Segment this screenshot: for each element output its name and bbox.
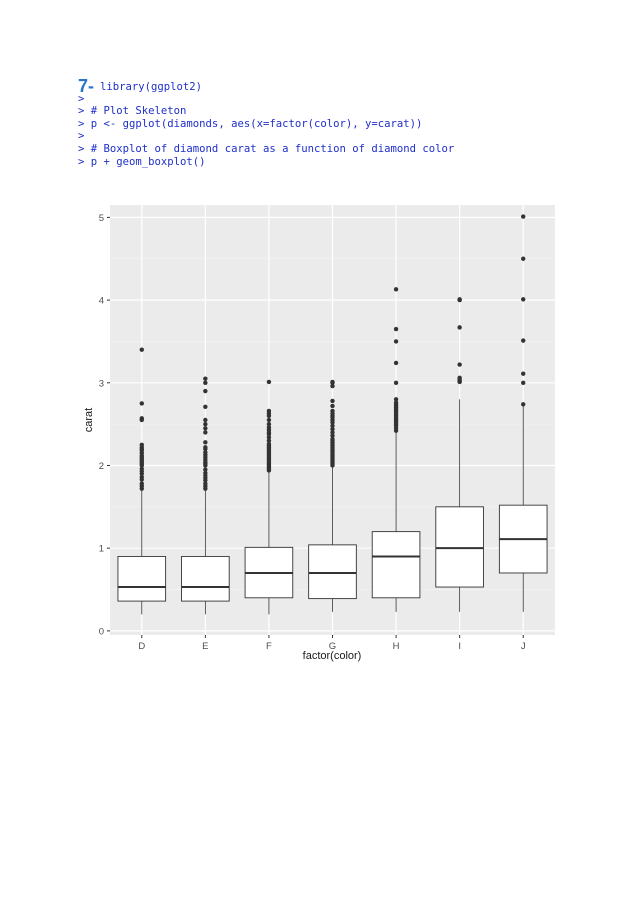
outlier-point (521, 402, 526, 407)
outlier-point (203, 467, 208, 472)
box-I (435, 506, 484, 588)
code-line-4: > p <- ggplot(diamonds, aes(x=factor(col… (78, 117, 423, 130)
outlier-point (330, 433, 335, 438)
outlier-point (139, 466, 144, 471)
outlier-point (203, 421, 208, 427)
box-G (308, 544, 357, 600)
outlier-point (393, 360, 399, 366)
outlier-point (330, 430, 335, 435)
outlier-point (203, 440, 208, 445)
outlier-point (203, 445, 208, 450)
boxes-layer (117, 214, 548, 615)
outlier-point (521, 214, 526, 219)
code-line-3: > # Plot Skeleton (78, 105, 187, 118)
outlier-point (203, 481, 208, 486)
outlier-point (266, 425, 272, 430)
code-text: library(ggplot2) (100, 81, 203, 93)
y-tick-label: 3 (99, 378, 104, 389)
outlier-point (330, 436, 335, 442)
x-tick-label: D (138, 641, 145, 652)
outlier-point (457, 375, 462, 381)
step-number: 7- (78, 76, 95, 96)
code-block: 7- library(ggplot2) > > # Plot Skeleton >… (78, 77, 455, 168)
outlier-point (266, 438, 272, 443)
y-tick-label: 5 (99, 213, 104, 224)
y-tick-label: 0 (99, 626, 104, 637)
y-tick-label: 1 (99, 544, 104, 555)
code-line-2: > (78, 92, 85, 105)
outlier-point (521, 371, 526, 376)
code-line-5: > (78, 130, 85, 143)
outlier-point (139, 401, 144, 406)
outlier-point (139, 347, 144, 352)
y-axis-title: carat (83, 408, 95, 432)
box-H (371, 531, 421, 599)
outlier-point (266, 435, 272, 440)
outlier-point (521, 338, 526, 343)
outlier-point (266, 421, 272, 427)
x-tick-label: F (266, 641, 272, 652)
outlier-point (203, 380, 208, 385)
outlier-point (203, 450, 208, 455)
outlier-point (330, 383, 335, 389)
outlier-point (457, 362, 462, 367)
x-tick-label: G (329, 641, 336, 652)
outlier-point (266, 379, 272, 385)
axes-layer: 0 1 2 3 4 5 D E F G H I J (99, 213, 526, 652)
outlier-point (203, 404, 208, 409)
outlier-point (266, 441, 272, 447)
y-tick-label: 4 (99, 296, 104, 307)
outlier-point (393, 380, 399, 385)
boxplot-chart: 0 1 2 3 4 5 D E F G H I J factor(color) carat (83, 205, 555, 662)
outlier-point (330, 398, 335, 404)
box-D (117, 555, 167, 602)
code-line-1: 7- library(ggplot2) (78, 77, 454, 95)
outlier-point (393, 400, 399, 405)
outlier-point (266, 417, 272, 423)
outlier-point (266, 408, 272, 414)
outlier-point (393, 397, 399, 402)
outlier-point (203, 388, 208, 394)
outlier-point (330, 423, 335, 428)
x-tick-label: E (202, 641, 208, 652)
outlier-point (521, 297, 526, 302)
x-tick-label: J (521, 641, 526, 652)
x-tick-label: H (393, 641, 400, 652)
outlier-point (203, 470, 208, 476)
outlier-point (203, 417, 208, 423)
outlier-point (393, 339, 399, 344)
outlier-point (139, 416, 144, 421)
outlier-point (203, 430, 208, 435)
outlier-point (330, 403, 335, 409)
box-E (181, 555, 230, 602)
outlier-point (139, 481, 144, 486)
x-axis-title: factor(color) (303, 650, 362, 662)
outlier-point (330, 408, 335, 414)
outlier-point (139, 474, 144, 480)
outlier-point (457, 297, 462, 302)
code-line-7: > p + geom_boxplot() (78, 155, 206, 168)
outlier-point (330, 379, 335, 385)
outlier-point (203, 426, 208, 431)
outlier-point (330, 426, 335, 432)
outlier-point (393, 287, 399, 292)
outlier-point (203, 376, 208, 381)
outlier-point (521, 380, 526, 385)
x-tick-label: I (458, 641, 461, 652)
y-tick-label: 2 (99, 461, 104, 472)
outlier-point (139, 442, 144, 448)
code-line-6: > # Boxplot of diamond carat as a functi… (78, 142, 455, 155)
outlier-point (457, 325, 462, 330)
outlier-point (521, 256, 526, 261)
outlier-point (393, 326, 399, 332)
